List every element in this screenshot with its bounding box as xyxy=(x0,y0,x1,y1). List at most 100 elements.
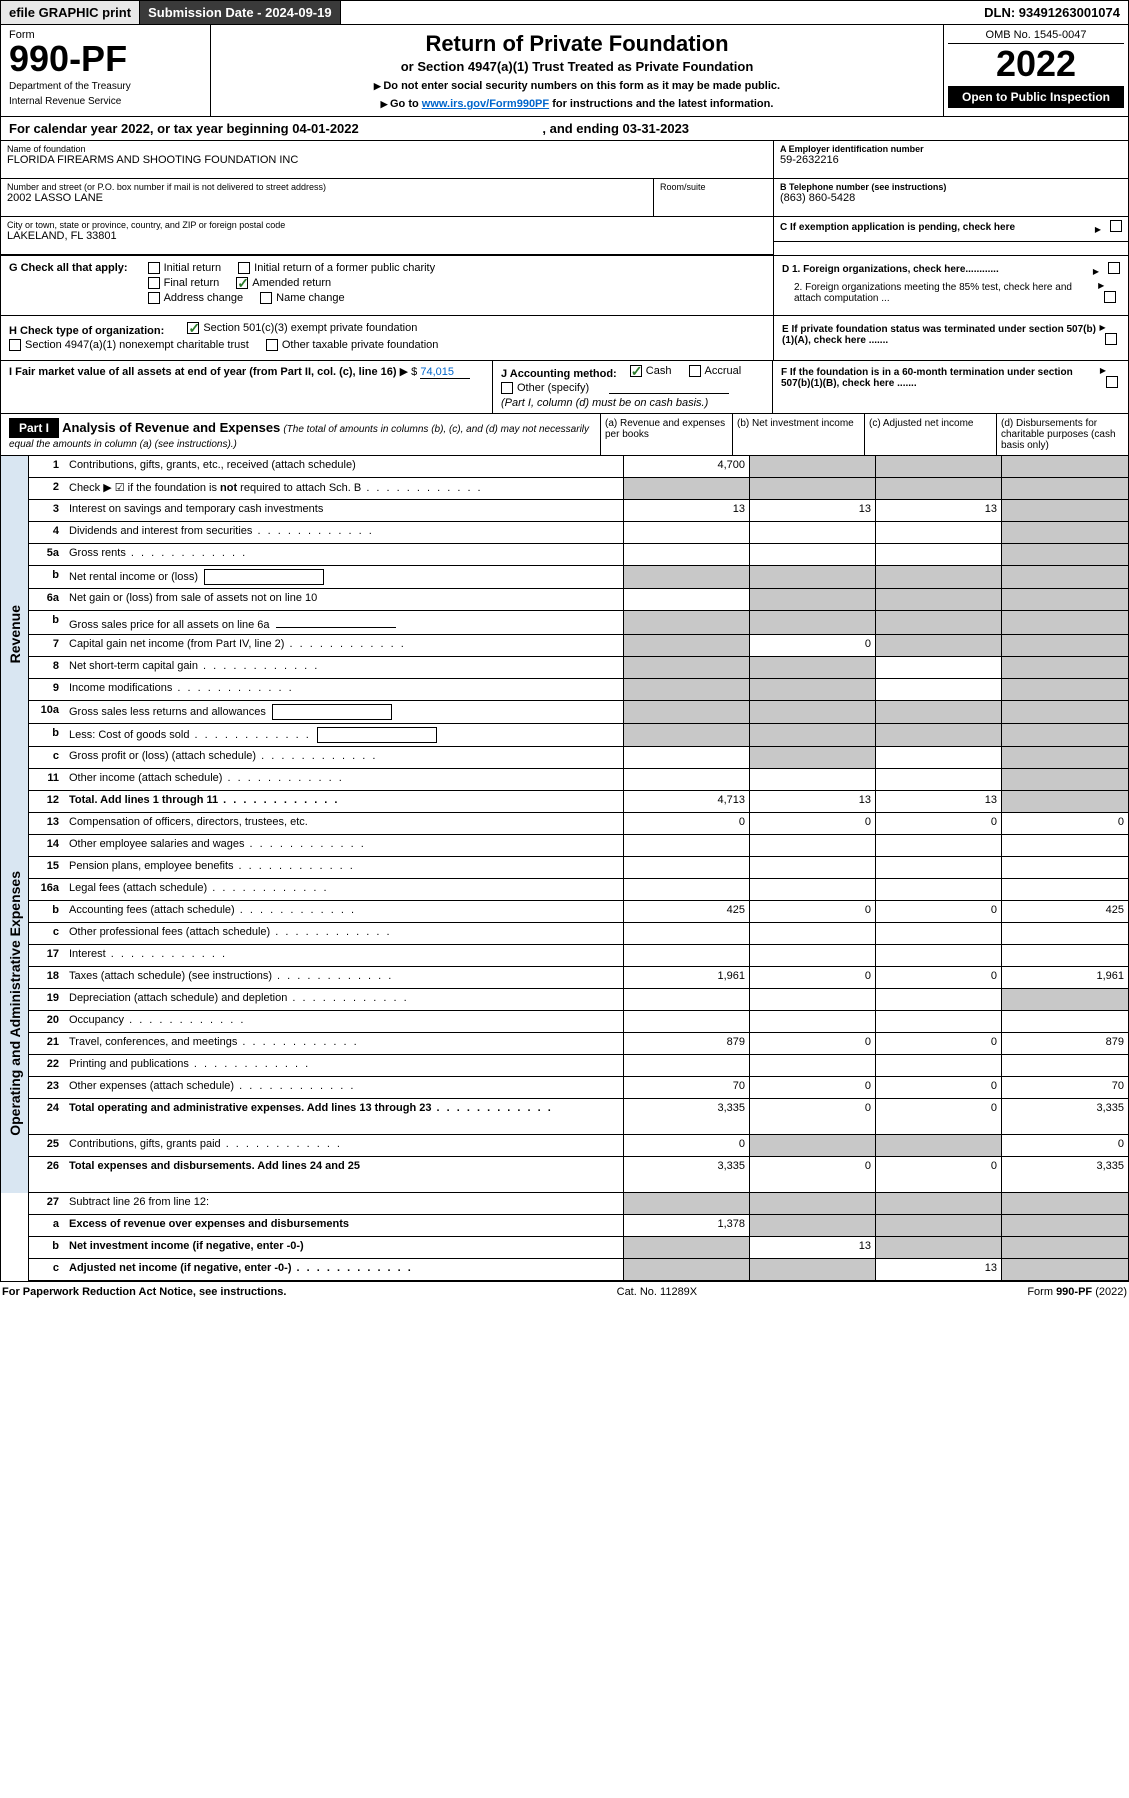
amount-cell xyxy=(624,544,750,565)
line-description: Gross sales price for all assets on line… xyxy=(65,611,624,634)
cash-checkbox[interactable] xyxy=(630,365,642,377)
amount-cell xyxy=(876,724,1002,746)
line-description: Net investment income (if negative, ente… xyxy=(65,1237,624,1258)
amount-cell xyxy=(876,857,1002,878)
name-change-checkbox[interactable] xyxy=(260,292,272,304)
col-b-header: (b) Net investment income xyxy=(733,414,865,455)
final-return-checkbox[interactable] xyxy=(148,277,160,289)
h-other-checkbox[interactable] xyxy=(266,339,278,351)
e-checkbox[interactable] xyxy=(1105,333,1117,345)
i-arrow: ▶ $ xyxy=(400,366,418,378)
amount-cell xyxy=(624,769,750,790)
amount-cell xyxy=(750,769,876,790)
table-row: 20Occupancy xyxy=(29,1011,1128,1033)
amount-cell xyxy=(876,478,1002,499)
d1-checkbox[interactable] xyxy=(1108,262,1120,274)
amount-cell xyxy=(1002,1193,1128,1214)
amount-cell: 0 xyxy=(750,1077,876,1098)
part1-title: Analysis of Revenue and Expenses xyxy=(62,420,280,435)
line-number: 16a xyxy=(29,879,65,900)
amount-cell xyxy=(624,835,750,856)
foundation-name-row: Name of foundation FLORIDA FIREARMS AND … xyxy=(1,141,773,179)
form-subtitle: or Section 4947(a)(1) Trust Treated as P… xyxy=(221,59,933,74)
amount-cell xyxy=(624,478,750,499)
line-description: Excess of revenue over expenses and disb… xyxy=(65,1215,624,1236)
line-number: b xyxy=(29,611,65,634)
line-description: Gross rents xyxy=(65,544,624,565)
part1-header-row: Part I Analysis of Revenue and Expenses … xyxy=(0,414,1129,456)
initial-former-checkbox[interactable] xyxy=(238,262,250,274)
year-block: OMB No. 1545-0047 2022 Open to Public In… xyxy=(943,25,1128,116)
amount-cell xyxy=(750,879,876,900)
table-row: bLess: Cost of goods sold xyxy=(29,724,1128,747)
amended-return-checkbox[interactable] xyxy=(236,277,248,289)
line-number: 14 xyxy=(29,835,65,856)
col-a-header: (a) Revenue and expenses per books xyxy=(601,414,733,455)
table-row: 14Other employee salaries and wages xyxy=(29,835,1128,857)
form-footer-id: Form 990-PF (2022) xyxy=(1027,1286,1127,1298)
h-501c3-checkbox[interactable] xyxy=(187,322,199,334)
line-number: 12 xyxy=(29,791,65,812)
amount-cell xyxy=(1002,701,1128,723)
dept-treasury: Department of the Treasury xyxy=(9,81,202,92)
line-description: Net short-term capital gain xyxy=(65,657,624,678)
amount-cell xyxy=(1002,500,1128,521)
amount-cell xyxy=(876,1237,1002,1258)
omb-number: OMB No. 1545-0047 xyxy=(948,29,1124,44)
line-description: Adjusted net income (if negative, enter … xyxy=(65,1259,624,1280)
d2-checkbox[interactable] xyxy=(1104,291,1116,303)
amount-cell: 0 xyxy=(876,1157,1002,1192)
table-row: 3Interest on savings and temporary cash … xyxy=(29,500,1128,522)
line-description: Net gain or (loss) from sale of assets n… xyxy=(65,589,624,610)
efile-topbar: efile GRAPHIC print Submission Date - 20… xyxy=(0,0,1129,25)
form990pf-link[interactable]: www.irs.gov/Form990PF xyxy=(422,98,549,110)
c-checkbox[interactable] xyxy=(1110,220,1122,232)
amount-cell: 0 xyxy=(750,1099,876,1134)
other-method-checkbox[interactable] xyxy=(501,382,513,394)
amount-cell: 70 xyxy=(1002,1077,1128,1098)
tax-year-begin: 04-01-2022 xyxy=(292,121,359,136)
line-number: 11 xyxy=(29,769,65,790)
amount-cell xyxy=(876,989,1002,1010)
accrual-checkbox[interactable] xyxy=(689,365,701,377)
amount-cell: 0 xyxy=(876,1033,1002,1054)
amount-cell xyxy=(750,522,876,543)
line-description: Interest xyxy=(65,945,624,966)
address-change-checkbox[interactable] xyxy=(148,292,160,304)
tel-label: B Telephone number (see instructions) xyxy=(780,182,1122,192)
e-label: E If private foundation status was termi… xyxy=(782,324,1099,346)
i-label: I Fair market value of all assets at end… xyxy=(9,366,397,378)
line-description: Net rental income or (loss) xyxy=(65,566,624,588)
initial-return-checkbox[interactable] xyxy=(148,262,160,274)
line-description: Legal fees (attach schedule) xyxy=(65,879,624,900)
table-row: bAccounting fees (attach schedule)425004… xyxy=(29,901,1128,923)
amount-cell xyxy=(1002,589,1128,610)
amount-cell xyxy=(624,879,750,900)
amount-cell: 13 xyxy=(876,1259,1002,1280)
amount-cell xyxy=(750,478,876,499)
table-row: 9Income modifications xyxy=(29,679,1128,701)
amount-cell: 70 xyxy=(624,1077,750,1098)
address-label: Number and street (or P.O. box number if… xyxy=(7,182,647,192)
amount-cell xyxy=(1002,835,1128,856)
amount-cell xyxy=(1002,657,1128,678)
amount-cell xyxy=(1002,879,1128,900)
line-description: Other expenses (attach schedule) xyxy=(65,1077,624,1098)
amount-cell xyxy=(750,857,876,878)
expenses-side-label: Operating and Administrative Expenses xyxy=(1,813,29,1193)
amount-cell xyxy=(1002,1055,1128,1076)
f-checkbox[interactable] xyxy=(1106,376,1118,388)
table-row: 23Other expenses (attach schedule)700070 xyxy=(29,1077,1128,1099)
form-identity: Form 990-PF Department of the Treasury I… xyxy=(1,25,211,116)
line-number: b xyxy=(29,901,65,922)
amount-cell xyxy=(1002,769,1128,790)
amount-cell: 1,961 xyxy=(624,967,750,988)
line-number: 15 xyxy=(29,857,65,878)
amount-cell xyxy=(876,1215,1002,1236)
line-description: Other employee salaries and wages xyxy=(65,835,624,856)
line-number: 1 xyxy=(29,456,65,477)
part1-tag: Part I xyxy=(9,418,59,438)
table-row: 6aNet gain or (loss) from sale of assets… xyxy=(29,589,1128,611)
table-row: 13Compensation of officers, directors, t… xyxy=(29,813,1128,835)
h-4947-checkbox[interactable] xyxy=(9,339,21,351)
